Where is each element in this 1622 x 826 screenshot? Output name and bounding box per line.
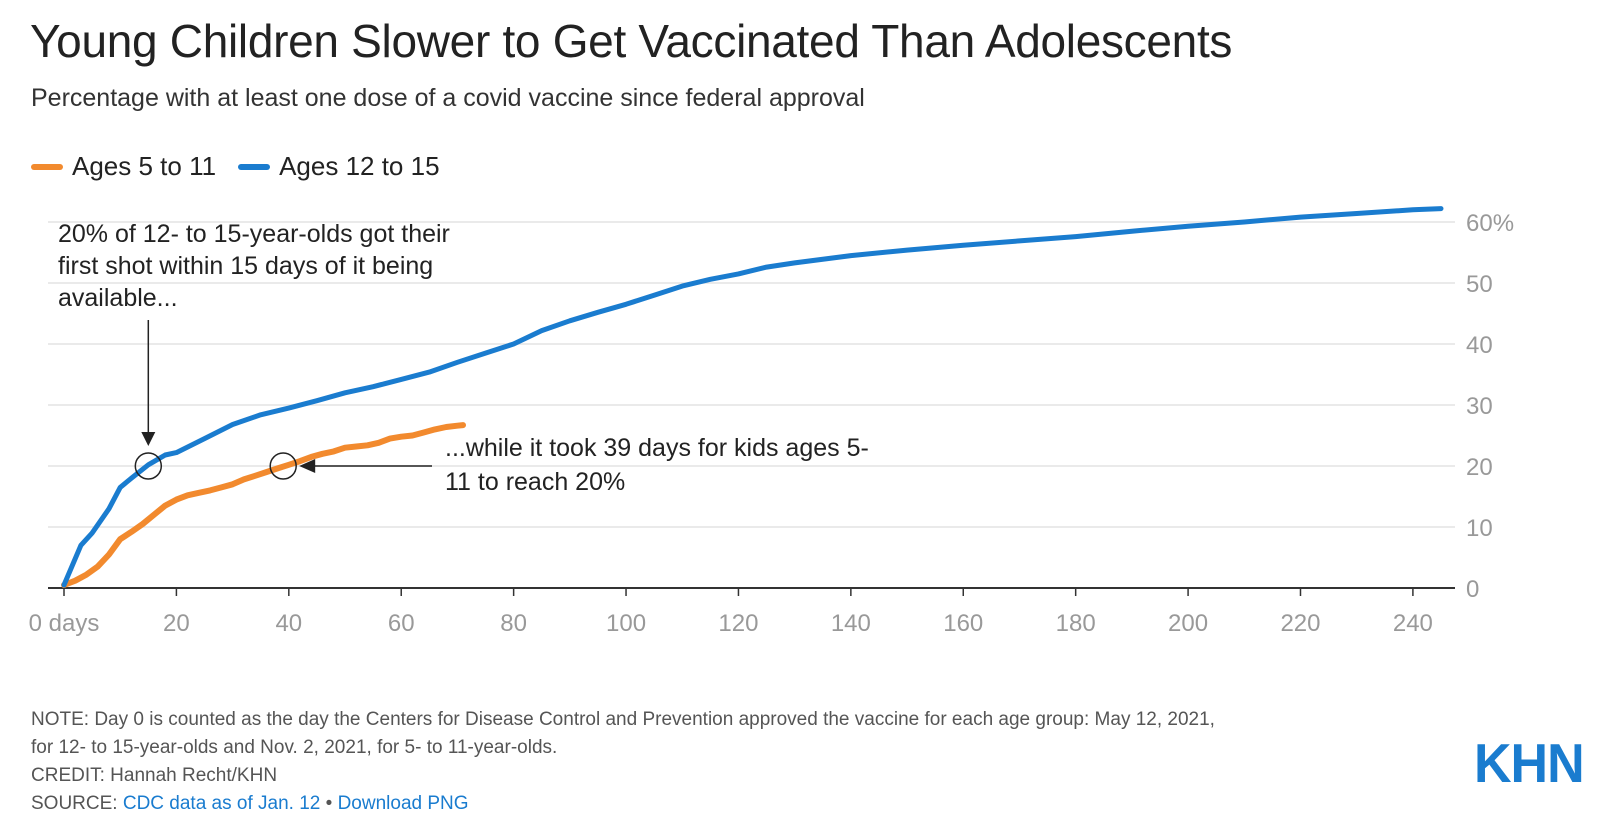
source-link[interactable]: CDC data as of Jan. 12 [122,793,321,814]
annotation-text: first shot within 15 days of it being [58,252,433,280]
x-tick-label: 40 [275,610,302,637]
x-tick-label: 200 [1168,610,1208,637]
separator: • [320,793,338,814]
legend-item-ages-5-11: Ages 5 to 11 [31,151,216,182]
annotation-circle [269,452,297,480]
source-line: SOURCE: CDC data as of Jan. 12 • Downloa… [31,790,1215,818]
khn-logo: KHN [1474,733,1585,795]
y-tick-label: 20 [1466,454,1493,481]
chart-title: Young Children Slower to Get Vaccinated … [30,15,1233,67]
annotation-arrowhead [299,459,316,473]
legend-swatch-orange [31,163,63,170]
x-tick-label: 80 [500,610,527,637]
annotation-circle [134,452,163,480]
x-tick-label: 0 days [29,610,100,637]
legend-item-ages-12-15: Ages 12 to 15 [238,151,440,182]
annotation-text: ...while it took 39 days for kids ages 5… [445,434,869,462]
annotation-text: 11 to reach 20% [445,468,625,496]
annotation-arrowhead [141,432,156,446]
y-tick-label: 10 [1466,515,1493,542]
y-tick-label: 30 [1466,393,1493,420]
note-line-1: NOTE: Day 0 is counted as the day the Ce… [31,709,1215,730]
series-line-ages-5-11 [61,422,466,588]
legend-label: Ages 5 to 11 [72,151,217,181]
y-tick-label: 0 [1466,576,1479,603]
source-prefix: SOURCE: [31,793,123,814]
x-tick-label: 180 [1056,610,1096,637]
chart-subtitle: Percentage with at least one dose of a c… [31,84,865,112]
x-tick-label: 120 [718,610,758,637]
x-tick-label: 160 [943,610,983,637]
x-tick-label: 240 [1393,610,1433,637]
y-tick-label: 50 [1466,271,1493,298]
x-tick-label: 100 [606,610,646,637]
x-tick-label: 220 [1280,610,1320,637]
y-tick-label: 40 [1466,332,1493,359]
line-chart: 0 10 20 30 40 50 60% 0 days 20 40 60 80 100 120 140 160… [29,206,1514,637]
annotation-text: available... [58,284,178,312]
x-tick-label: 20 [163,610,190,637]
legend-label: Ages 12 to 15 [279,151,440,181]
x-tick-label: 140 [831,610,871,637]
x-tick-label: 60 [388,610,415,637]
annotation-text: 20% of 12- to 15-year-olds got their [58,220,450,248]
y-tick-label: 60% [1466,210,1514,237]
footer-notes: NOTE: Day 0 is counted as the day the Ce… [31,706,1215,818]
legend: Ages 5 to 11 Ages 12 to 15 [31,151,462,182]
note-line-2: for 12- to 15-year-olds and Nov. 2, 2021… [31,737,558,758]
series-line-ages-12-15 [61,206,1444,588]
download-png-link[interactable]: Download PNG [337,793,469,814]
legend-swatch-blue [238,163,271,170]
credit: CREDIT: Hannah Recht/KHN [31,765,278,786]
